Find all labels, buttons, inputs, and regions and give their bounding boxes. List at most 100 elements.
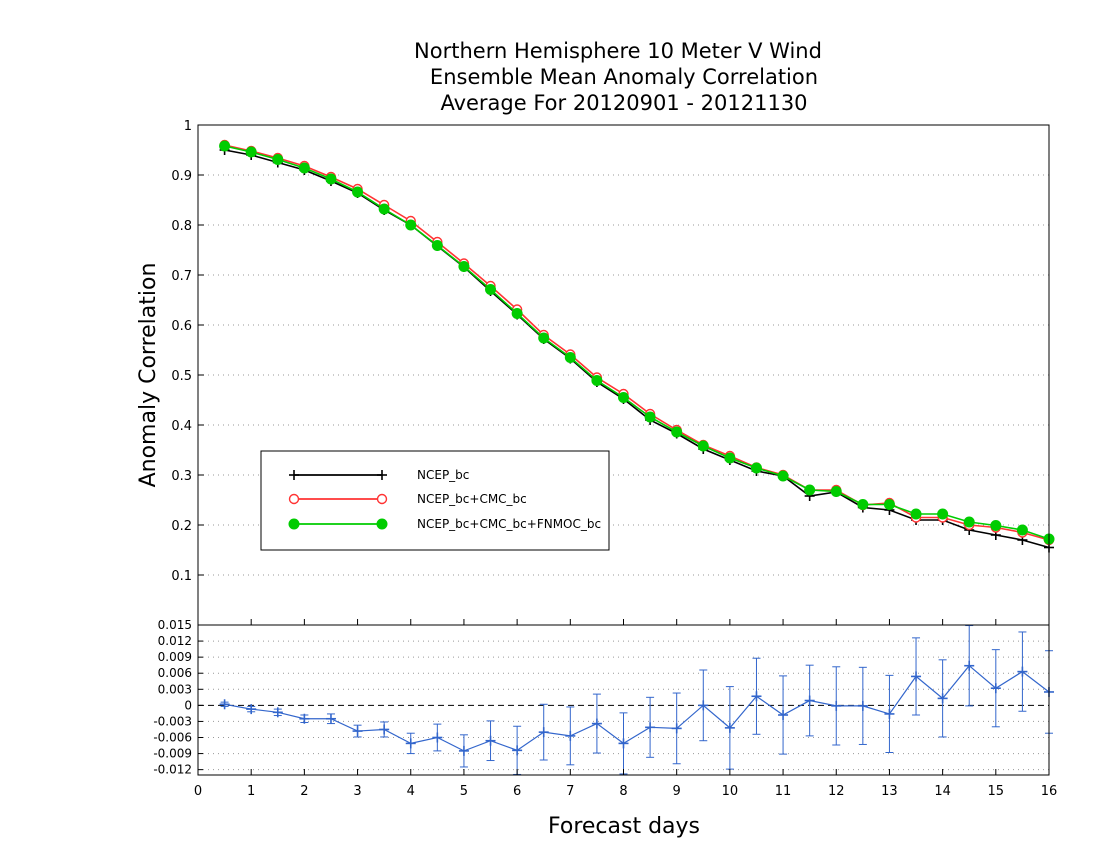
lower-y-tick-label: -0.006 bbox=[153, 731, 192, 745]
x-tick-label: 4 bbox=[407, 784, 415, 799]
lower-y-tick-label: -0.012 bbox=[153, 763, 192, 777]
difference-point bbox=[645, 722, 656, 733]
series-3-point bbox=[298, 162, 310, 174]
x-tick-label: 8 bbox=[619, 784, 627, 799]
difference-point bbox=[246, 704, 257, 715]
series-3-point bbox=[697, 440, 709, 452]
upper-y-tick-label: 0.6 bbox=[171, 319, 192, 334]
difference-point bbox=[432, 732, 443, 743]
legend-label: NCEP_bc+CMC_bc bbox=[417, 492, 527, 506]
x-tick-label: 5 bbox=[460, 784, 468, 799]
series-3-point bbox=[937, 508, 949, 520]
lower-plot-panel: 0.015 0.012 0.009 0.006 0.003 0 -0.003 -0.006 -0… bbox=[153, 618, 1054, 777]
x-tick-label: 3 bbox=[353, 784, 361, 799]
upper-y-tick-label: 0.2 bbox=[171, 519, 192, 534]
difference-line bbox=[224, 664, 1050, 752]
series-3-point bbox=[245, 146, 257, 158]
legend-label: NCEP_bc+CMC_bc+FNMOC_bc bbox=[417, 517, 601, 531]
x-tick-label: 11 bbox=[775, 784, 792, 799]
difference-point bbox=[299, 713, 310, 724]
difference-point bbox=[671, 723, 682, 734]
series-3-point bbox=[1016, 524, 1028, 536]
upper-series-group bbox=[219, 139, 1055, 553]
series-3-point bbox=[352, 186, 364, 198]
series-3-point bbox=[458, 261, 470, 272]
series-3-point bbox=[804, 484, 816, 496]
series-3-point bbox=[830, 486, 842, 497]
series-3-point bbox=[219, 140, 231, 152]
upper-plot-panel: 0.1 0.2 0.3 0.4 0.5 0.6 0.7 0.8 0.9 1 bbox=[171, 119, 1055, 626]
series-3-point bbox=[272, 154, 284, 165]
series-3-point bbox=[883, 499, 895, 510]
upper-y-tick-label: 0.5 bbox=[171, 369, 192, 384]
series-3-point bbox=[564, 352, 576, 363]
x-tick-label: 15 bbox=[988, 784, 1005, 799]
difference-point bbox=[1017, 666, 1028, 677]
difference-point bbox=[911, 671, 922, 682]
upper-grid bbox=[198, 174, 1049, 576]
x-axis-title: Forecast days bbox=[548, 814, 700, 839]
series-3-point bbox=[485, 284, 497, 295]
lower-y-tick-label: 0.003 bbox=[158, 682, 192, 696]
upper-y-axis: 0.1 0.2 0.3 0.4 0.5 0.6 0.7 0.8 0.9 1 bbox=[171, 119, 204, 584]
difference-point bbox=[591, 718, 602, 729]
lower-y-tick-label: 0.012 bbox=[158, 634, 192, 648]
difference-point bbox=[831, 700, 842, 711]
series-3-point bbox=[857, 499, 869, 510]
x-tick-label: 0 bbox=[194, 784, 202, 799]
difference-point bbox=[512, 745, 523, 756]
series-3-point bbox=[750, 462, 762, 474]
x-tick-label: 2 bbox=[300, 784, 308, 799]
difference-point bbox=[458, 745, 469, 756]
difference-point bbox=[990, 683, 1001, 694]
x-tick-label: 13 bbox=[881, 784, 898, 799]
series-3-point bbox=[325, 173, 337, 185]
lower-y-tick-label: 0.009 bbox=[158, 650, 192, 664]
legend-entry-3: NCEP_bc+CMC_bc+FNMOC_bc bbox=[288, 517, 601, 531]
difference-point bbox=[325, 713, 336, 724]
difference-point bbox=[751, 691, 762, 702]
series-3-point bbox=[405, 219, 417, 231]
upper-y-tick-label: 0.7 bbox=[171, 269, 192, 284]
difference-point bbox=[778, 710, 789, 720]
upper-y-tick-label: 0.3 bbox=[171, 469, 192, 484]
legend: NCEP_bc NCEP_bc+CMC_bc NCEP_bc+CMC_bc+FNMO… bbox=[260, 450, 610, 551]
difference-point bbox=[485, 735, 496, 746]
chart-title-line-1: Northern Hemisphere 10 Meter V Wind bbox=[414, 39, 822, 63]
upper-y-tick-label: 0.9 bbox=[171, 169, 192, 184]
series-3-point bbox=[963, 516, 975, 528]
difference-point bbox=[379, 724, 390, 735]
lower-y-tick-label: 0.015 bbox=[158, 618, 192, 632]
chart-title-line-3: Average For 20120901 - 20121130 bbox=[440, 91, 807, 115]
lower-y-tick-label: 0 bbox=[184, 698, 192, 712]
legend-marker bbox=[376, 518, 388, 530]
x-tick-label: 14 bbox=[934, 784, 951, 799]
lower-y-tick-label: -0.003 bbox=[153, 714, 192, 728]
difference-point bbox=[272, 707, 283, 718]
series-3-point bbox=[777, 470, 789, 482]
legend-entry-1: NCEP_bc bbox=[289, 468, 469, 482]
x-tick-label: 16 bbox=[1041, 784, 1058, 799]
series-3-point bbox=[591, 375, 603, 386]
upper-y-tick-label: 0.8 bbox=[171, 219, 192, 234]
legend-marker bbox=[288, 518, 300, 530]
lower-y-axis: 0.015 0.012 0.009 0.006 0.003 0 -0.003 -0.006 -0… bbox=[153, 618, 203, 777]
difference-point bbox=[698, 700, 709, 711]
difference-point bbox=[565, 730, 576, 741]
y-axis-title: Anomaly Correlation bbox=[136, 263, 161, 488]
upper-y-tick-label: 0.1 bbox=[171, 569, 192, 584]
upper-y-tick-label: 0.4 bbox=[171, 419, 192, 434]
difference-point bbox=[618, 738, 629, 749]
series-3-point bbox=[431, 240, 443, 251]
difference-point bbox=[724, 722, 735, 733]
difference-point bbox=[964, 660, 975, 671]
x-tick-label: 10 bbox=[722, 784, 739, 799]
series-3-point bbox=[618, 392, 629, 403]
lower-y-tick-label: 0.006 bbox=[158, 666, 192, 680]
series-3-point bbox=[724, 452, 736, 464]
difference-point bbox=[352, 726, 363, 737]
legend-label: NCEP_bc bbox=[417, 468, 469, 482]
x-tick-label: 1 bbox=[247, 784, 255, 799]
difference-point bbox=[804, 695, 815, 706]
series-3-point bbox=[538, 332, 550, 344]
